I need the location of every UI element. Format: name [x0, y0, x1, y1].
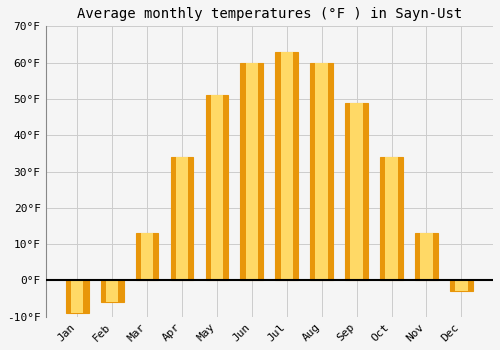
Bar: [310, 63, 333, 280]
Bar: [71, 280, 84, 313]
Bar: [276, 52, 298, 280]
Bar: [346, 103, 368, 280]
Bar: [170, 157, 194, 280]
Bar: [350, 103, 363, 280]
Bar: [210, 95, 223, 280]
Bar: [101, 280, 124, 302]
Bar: [455, 280, 468, 292]
Bar: [66, 280, 88, 313]
Bar: [176, 157, 188, 280]
Bar: [316, 63, 328, 280]
Bar: [280, 52, 293, 280]
Bar: [386, 157, 398, 280]
Bar: [106, 280, 118, 302]
Bar: [141, 233, 154, 280]
Bar: [415, 233, 438, 280]
Title: Average monthly temperatures (°F ) in Sayn-Ust: Average monthly temperatures (°F ) in Sa…: [76, 7, 462, 21]
Bar: [240, 63, 263, 280]
Bar: [206, 95, 229, 280]
Bar: [136, 233, 158, 280]
Bar: [450, 280, 472, 292]
Bar: [246, 63, 258, 280]
Bar: [420, 233, 432, 280]
Bar: [380, 157, 403, 280]
